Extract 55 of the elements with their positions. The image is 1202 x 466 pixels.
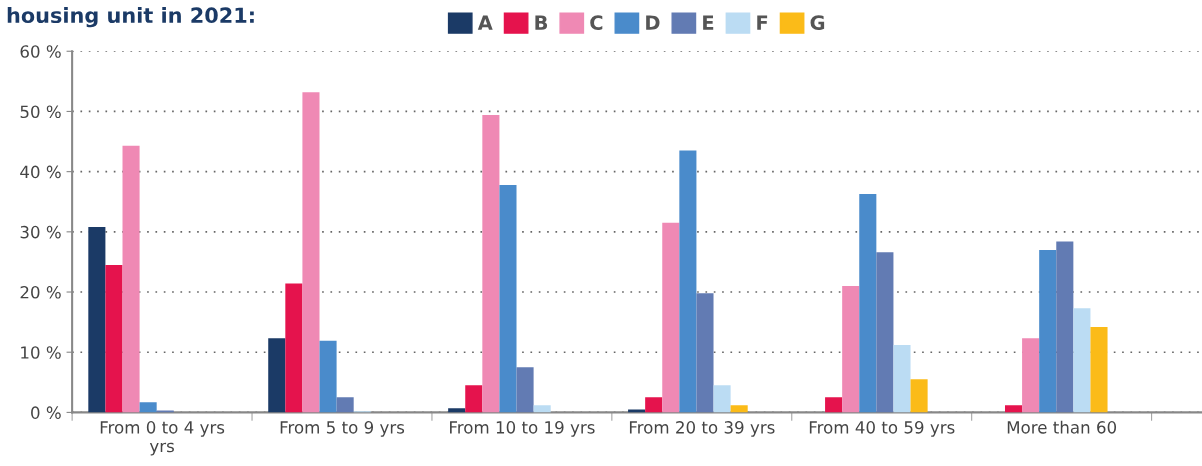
legend-label: A bbox=[477, 15, 493, 30]
y-tick-label: 40 % bbox=[20, 165, 61, 179]
bar bbox=[696, 293, 714, 413]
legend-label: D bbox=[646, 15, 660, 30]
bar bbox=[713, 385, 731, 413]
bar bbox=[482, 115, 500, 413]
bar bbox=[1022, 338, 1040, 413]
chart-title: housing unit in 2021: bbox=[7, 6, 254, 28]
bar bbox=[122, 145, 140, 413]
y-tick-label: 30 % bbox=[20, 225, 61, 239]
bar bbox=[88, 227, 106, 413]
y-tick-label: 0 % bbox=[31, 406, 61, 419]
bar bbox=[876, 252, 894, 413]
x-tick-label: From 10 to 19 yrs bbox=[450, 421, 595, 437]
bar bbox=[533, 405, 551, 413]
x-tick-label: From 0 to 4 yrs yrs bbox=[100, 421, 225, 456]
bar bbox=[730, 405, 748, 413]
bar bbox=[105, 264, 123, 413]
bar bbox=[285, 283, 303, 413]
bar bbox=[302, 92, 320, 413]
legend-label: C bbox=[590, 15, 603, 30]
bar bbox=[499, 184, 517, 413]
bar bbox=[825, 397, 843, 413]
bar bbox=[516, 367, 534, 413]
bar bbox=[679, 150, 697, 413]
x-tick-label: From 5 to 9 yrs bbox=[280, 421, 405, 437]
bar bbox=[1090, 326, 1108, 413]
bar bbox=[465, 385, 483, 413]
bar bbox=[319, 340, 337, 413]
x-tick-label: More than 60 bbox=[1007, 420, 1117, 434]
x-tick-label: From 20 to 39 yrs bbox=[629, 421, 775, 437]
bar bbox=[448, 408, 466, 413]
bar bbox=[859, 193, 877, 413]
legend-label: E bbox=[703, 15, 714, 30]
bar bbox=[1004, 405, 1023, 413]
legend-label: F bbox=[757, 15, 768, 30]
bar bbox=[910, 379, 928, 413]
legend-label: G bbox=[810, 15, 825, 30]
y-tick-label: 60 % bbox=[20, 45, 61, 58]
legend-label: B bbox=[535, 15, 548, 30]
bar bbox=[628, 409, 646, 413]
bar bbox=[645, 397, 663, 413]
bar bbox=[662, 222, 680, 413]
y-tick-label: 10 % bbox=[21, 346, 61, 359]
bar bbox=[1073, 308, 1091, 413]
bar bbox=[893, 345, 911, 413]
x-tick-label: From 40 to 59 yrs bbox=[809, 421, 955, 437]
bar bbox=[268, 338, 286, 413]
bar bbox=[1039, 249, 1057, 413]
bar bbox=[842, 286, 860, 413]
bar bbox=[336, 397, 354, 413]
bar bbox=[1056, 241, 1074, 413]
y-tick-label: 50 % bbox=[20, 105, 61, 119]
y-tick-label: 20 % bbox=[20, 285, 61, 299]
bar bbox=[139, 402, 157, 413]
